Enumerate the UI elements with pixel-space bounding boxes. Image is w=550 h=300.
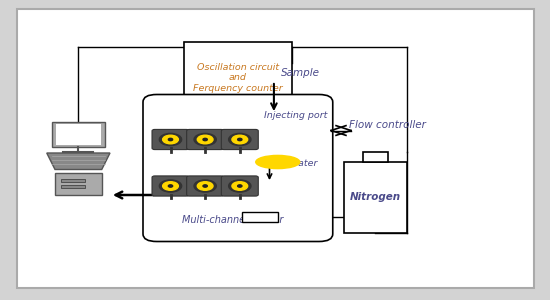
FancyBboxPatch shape xyxy=(221,176,258,196)
Circle shape xyxy=(194,180,216,192)
Circle shape xyxy=(168,185,173,187)
Ellipse shape xyxy=(256,155,300,169)
Circle shape xyxy=(168,138,173,141)
Circle shape xyxy=(229,180,251,192)
Circle shape xyxy=(232,182,248,190)
FancyBboxPatch shape xyxy=(152,176,189,196)
Polygon shape xyxy=(47,153,110,169)
FancyBboxPatch shape xyxy=(186,129,224,150)
Circle shape xyxy=(232,135,248,144)
Text: Oscillation circuit
and
Ferquency counter: Oscillation circuit and Ferquency counte… xyxy=(193,63,283,93)
Circle shape xyxy=(160,134,182,146)
Circle shape xyxy=(197,135,213,144)
Circle shape xyxy=(203,185,207,187)
FancyBboxPatch shape xyxy=(152,129,189,150)
Bar xyxy=(344,162,407,232)
Bar xyxy=(363,152,388,162)
Bar xyxy=(184,42,292,120)
Bar xyxy=(60,178,85,182)
Text: Flow controller: Flow controller xyxy=(349,119,426,130)
Circle shape xyxy=(203,138,207,141)
FancyBboxPatch shape xyxy=(16,9,534,288)
Text: Nitrogen: Nitrogen xyxy=(350,192,401,202)
Circle shape xyxy=(163,182,178,190)
Circle shape xyxy=(238,138,242,141)
Circle shape xyxy=(197,182,213,190)
Text: Sample: Sample xyxy=(280,68,320,79)
Bar xyxy=(52,122,104,147)
Text: Multi-channel sensor: Multi-channel sensor xyxy=(182,215,283,225)
FancyBboxPatch shape xyxy=(221,129,258,150)
Bar xyxy=(60,185,85,188)
Circle shape xyxy=(194,134,216,146)
FancyBboxPatch shape xyxy=(143,94,333,242)
Circle shape xyxy=(160,180,182,192)
Circle shape xyxy=(229,134,251,146)
Bar xyxy=(56,124,101,145)
Text: Heater: Heater xyxy=(286,159,318,168)
Circle shape xyxy=(238,185,242,187)
Text: Injecting port: Injecting port xyxy=(264,111,327,120)
Circle shape xyxy=(163,135,178,144)
Bar xyxy=(55,172,102,195)
Bar xyxy=(242,212,278,222)
FancyBboxPatch shape xyxy=(186,176,224,196)
